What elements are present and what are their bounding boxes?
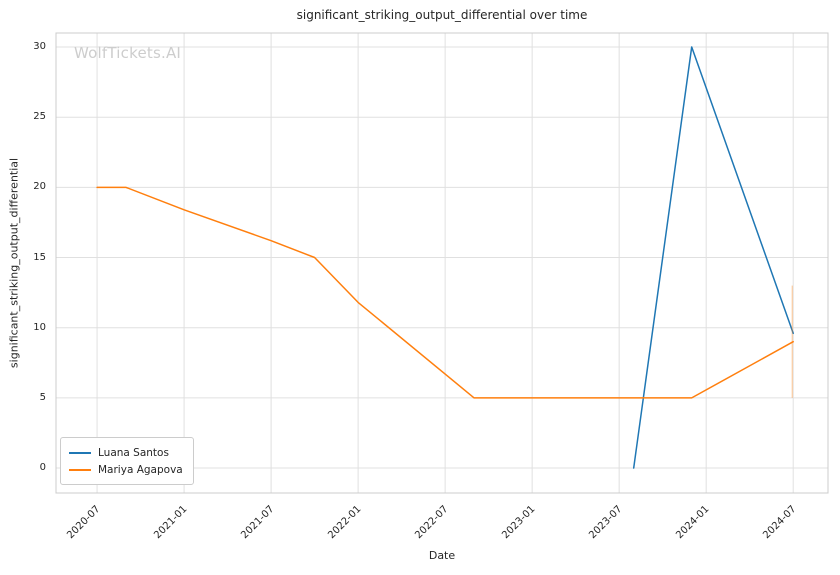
- y-tick-label: 0: [39, 462, 46, 474]
- legend-entry: Luana Santos: [69, 444, 183, 461]
- legend-entry: Mariya Agapova: [69, 461, 183, 478]
- series-line-mariya-agapova: [96, 186, 794, 399]
- x-axis-label: Date: [428, 549, 456, 562]
- chart-title: significant_striking_output_differential…: [296, 8, 588, 22]
- legend: Luana Santos Mariya Agapova: [60, 437, 194, 485]
- y-tick-label: 20: [33, 181, 46, 193]
- watermark-text: WolfTickets.AI: [74, 44, 182, 62]
- series-line-luana-santos: [632, 46, 794, 469]
- y-tick-label: 25: [33, 111, 46, 123]
- legend-swatch: [69, 451, 91, 454]
- y-tick-label: 15: [33, 251, 46, 263]
- legend-label: Luana Santos: [98, 446, 169, 459]
- y-tick-label: 10: [33, 321, 46, 333]
- legend-label: Mariya Agapova: [98, 463, 183, 476]
- plot-border: [55, 32, 829, 494]
- y-tick-label: 30: [33, 41, 46, 53]
- legend-swatch: [69, 468, 91, 471]
- y-tick-label: 5: [39, 391, 46, 403]
